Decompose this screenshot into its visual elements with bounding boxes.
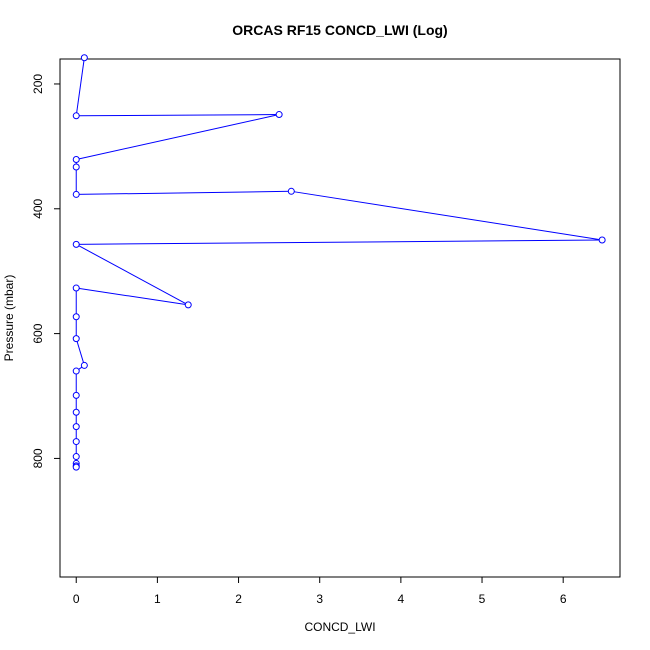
data-point <box>72 240 80 248</box>
series-segment <box>76 114 280 117</box>
series-segment <box>76 190 292 195</box>
data-point <box>72 155 80 163</box>
series-line <box>75 57 603 468</box>
x-tick-label: 2 <box>235 592 242 606</box>
x-axis-label: CONCD_LWI <box>304 620 375 634</box>
y-tick-label: 800 <box>31 448 45 468</box>
data-point <box>72 423 80 431</box>
chart-title: ORCAS RF15 CONCD_LWI (Log) <box>232 22 447 38</box>
data-point <box>598 236 606 244</box>
data-point <box>72 163 80 171</box>
series-segment <box>75 338 85 366</box>
series-segment <box>76 239 603 245</box>
data-point <box>80 361 88 369</box>
y-axis: 200 400 600 800 <box>31 74 61 468</box>
y-tick-label: 400 <box>31 198 45 218</box>
data-point <box>72 438 80 446</box>
data-point <box>72 284 80 292</box>
x-tick-label: 1 <box>154 592 161 606</box>
y-tick-label: 200 <box>31 74 45 94</box>
data-point <box>184 301 192 309</box>
series-points <box>72 54 606 471</box>
series-segment <box>75 57 85 116</box>
x-tick-label: 3 <box>316 592 323 606</box>
data-point <box>72 313 80 321</box>
data-point <box>72 112 80 120</box>
data-point <box>80 54 88 62</box>
data-point <box>72 190 80 198</box>
y-axis-label: Pressure (mbar) <box>2 275 16 362</box>
data-point <box>72 335 80 343</box>
data-point <box>72 408 80 416</box>
x-tick-label: 5 <box>479 592 486 606</box>
data-point <box>287 187 295 195</box>
data-point <box>72 463 80 471</box>
y-tick-label: 600 <box>31 323 45 343</box>
x-axis: 0 1 2 3 4 5 6 <box>73 576 567 606</box>
data-point <box>72 367 80 375</box>
x-tick-label: 0 <box>73 592 80 606</box>
data-point <box>275 111 283 119</box>
series-segment <box>76 114 280 160</box>
x-tick-label: 6 <box>560 592 567 606</box>
series-segment <box>291 190 603 241</box>
data-point <box>72 391 80 399</box>
series-segment <box>76 287 189 306</box>
data-point <box>72 453 80 461</box>
series-segment <box>75 243 189 306</box>
x-tick-label: 4 <box>398 592 405 606</box>
